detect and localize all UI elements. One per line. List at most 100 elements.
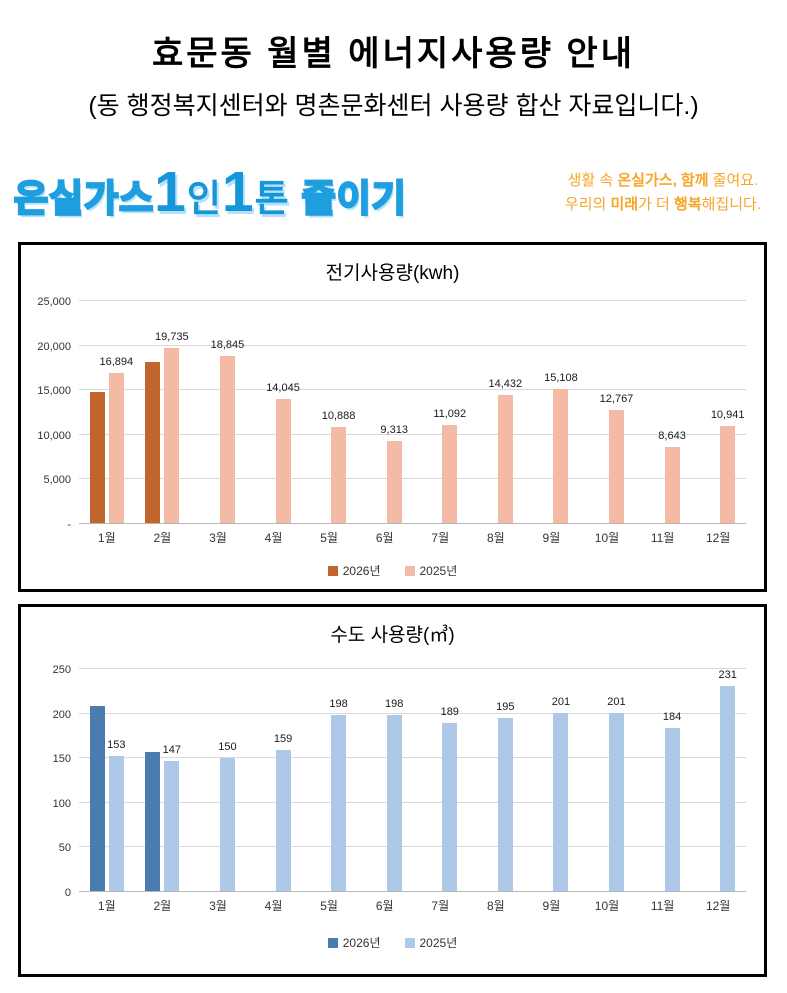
bar-2025년: 189 [441, 706, 459, 892]
month-group: 150 [190, 669, 246, 892]
month-group: 159 [246, 669, 302, 892]
month-group: 184 [635, 669, 691, 892]
chart-title: 수도 사용량(㎥) [330, 625, 455, 646]
bar-2025년: 159 [274, 733, 292, 892]
x-tick-label: 2월 [153, 899, 172, 913]
gridline [79, 801, 746, 803]
x-tick-label: 10월 [594, 899, 620, 913]
gridline [79, 389, 746, 391]
value-label: 9,313 [380, 423, 408, 436]
bar-2025년: 231 [718, 669, 737, 892]
x-tick-label: 10월 [594, 531, 620, 545]
bar-2025년: 195 [496, 701, 515, 892]
chart-body: 250 200 150 100 50 0 153 147 150 159 198 198 189 195… [27, 664, 746, 899]
x-tick-label: 7월 [431, 899, 450, 913]
bar-2025년: 10,888 [322, 410, 355, 524]
bar-2025년: 150 [218, 741, 237, 892]
bar-2025년: 18,845 [211, 339, 244, 524]
campaign-tagline: 생활 속 온실가스, 함께 줄여요. 우리의 미래가 더 행복해집니다. [565, 169, 761, 216]
gridline [79, 668, 746, 669]
gridline [79, 300, 746, 301]
x-tick-label: 9월 [542, 899, 561, 913]
x-tick-label: 5월 [320, 899, 338, 913]
tagline-segment: 행복 [674, 195, 702, 213]
bar-2025년: 12,767 [600, 393, 633, 524]
gridline [79, 846, 746, 848]
bar-2025년: 201 [607, 696, 626, 892]
tagline-line: 우리의 미래가 더 행복해집니다. [565, 193, 761, 216]
month-group: 19,735 [135, 301, 191, 524]
value-label: 201 [551, 695, 571, 708]
x-tick-label: 3월 [209, 531, 227, 545]
y-tick-label: 15,000 [37, 385, 71, 398]
legend-swatch [327, 565, 338, 576]
x-tick-label: 3월 [209, 899, 227, 913]
x-tick-label: 7월 [431, 531, 450, 545]
y-tick-label: 5,000 [43, 474, 71, 487]
tagline-segment: 우리의 [564, 195, 611, 213]
x-tick-label: 11월 [650, 899, 675, 913]
bar-groups: 16,894 19,735 18,845 14,045 10,888 9,313 11,09… [79, 301, 746, 524]
value-label: 18,845 [210, 338, 245, 351]
legend-item: 2025년 [404, 934, 458, 951]
bar-2025년: 198 [385, 698, 403, 892]
campaign-logo: 온실가스 1 인 1 톤 줄이기 [13, 160, 407, 224]
value-label: 16,894 [99, 356, 134, 369]
value-label: 153 [107, 738, 126, 751]
bar-2025년: 10,941 [711, 409, 744, 524]
bar-2025년: 9,313 [380, 424, 408, 524]
x-tick-label: 2월 [153, 531, 172, 545]
month-group: 16,894 [79, 301, 135, 524]
x-tick-label: 9월 [542, 531, 561, 545]
value-label: 201 [607, 695, 626, 708]
x-axis: 1월 2월 3월 4월 5월 6월 7월 8월 9월 10월 11월 12월 [79, 529, 746, 546]
x-tick-label: 12월 [705, 899, 731, 913]
logo-segment: 인 [186, 178, 222, 219]
bar-2025년: 19,735 [155, 331, 189, 524]
logo-segment: 1 [221, 160, 255, 224]
value-label: 189 [440, 706, 459, 719]
tagline-segment: 가 더 [638, 195, 675, 213]
month-group: 189 [412, 669, 468, 892]
value-label: 14,045 [266, 381, 300, 394]
value-label: 10,941 [710, 409, 745, 422]
gridline [79, 478, 746, 480]
y-tick-label: 50 [58, 842, 71, 855]
tagline-segment: 온실가스, 함께 [617, 172, 709, 190]
y-tick-label: 0 [64, 887, 71, 899]
value-label: 231 [718, 668, 737, 681]
bar-2025년: 14,432 [489, 378, 522, 524]
legend-item: 2026년 [327, 562, 381, 579]
legend-label: 2026년 [342, 936, 381, 950]
month-group: 11,092 [412, 301, 468, 524]
month-group: 198 [357, 669, 413, 892]
value-label: 147 [162, 743, 182, 756]
value-label: 15,108 [544, 372, 578, 385]
legend: 2026년 2025년 [21, 562, 764, 579]
y-axis: 25,000 20,000 15,000 10,000 5,000 - [27, 296, 79, 531]
logo-segment: 톤 [254, 178, 290, 219]
value-label: 19,735 [155, 330, 189, 343]
bar-2025년: 184 [663, 711, 681, 892]
month-group: 18,845 [190, 301, 246, 524]
bar-2025년: 11,092 [433, 408, 466, 524]
y-axis: 250 200 150 100 50 0 [27, 664, 79, 899]
logo-segment: 온실가스 [13, 178, 155, 219]
month-group: 9,313 [357, 301, 413, 524]
legend-swatch [327, 937, 338, 948]
value-label: 184 [662, 710, 682, 723]
legend-label: 2025년 [419, 936, 458, 950]
bar-2025년: 153 [107, 739, 125, 892]
chart-body: 25,000 20,000 15,000 10,000 5,000 - 16,894 19,… [27, 296, 746, 531]
brand-row: 온실가스 1 인 1 톤 줄이기 생활 속 온실가스, 함께 줄여요. 우리의 미래가 더 … [13, 160, 761, 224]
x-tick-label: 5월 [320, 531, 338, 545]
tagline-segment: 줄여요. [708, 172, 759, 190]
month-group: 153 [79, 669, 135, 892]
month-group: 231 [690, 669, 746, 892]
bar-groups: 153 147 150 159 198 198 189 195 201 201 184 231 [79, 669, 746, 892]
x-tick-label: 8월 [486, 531, 505, 545]
month-group: 10,888 [301, 301, 357, 524]
page-title: 효문동 월별 에너지사용량 안내 [152, 35, 635, 73]
y-tick-label: 200 [52, 708, 71, 721]
logo-segment: 1 [154, 160, 187, 224]
